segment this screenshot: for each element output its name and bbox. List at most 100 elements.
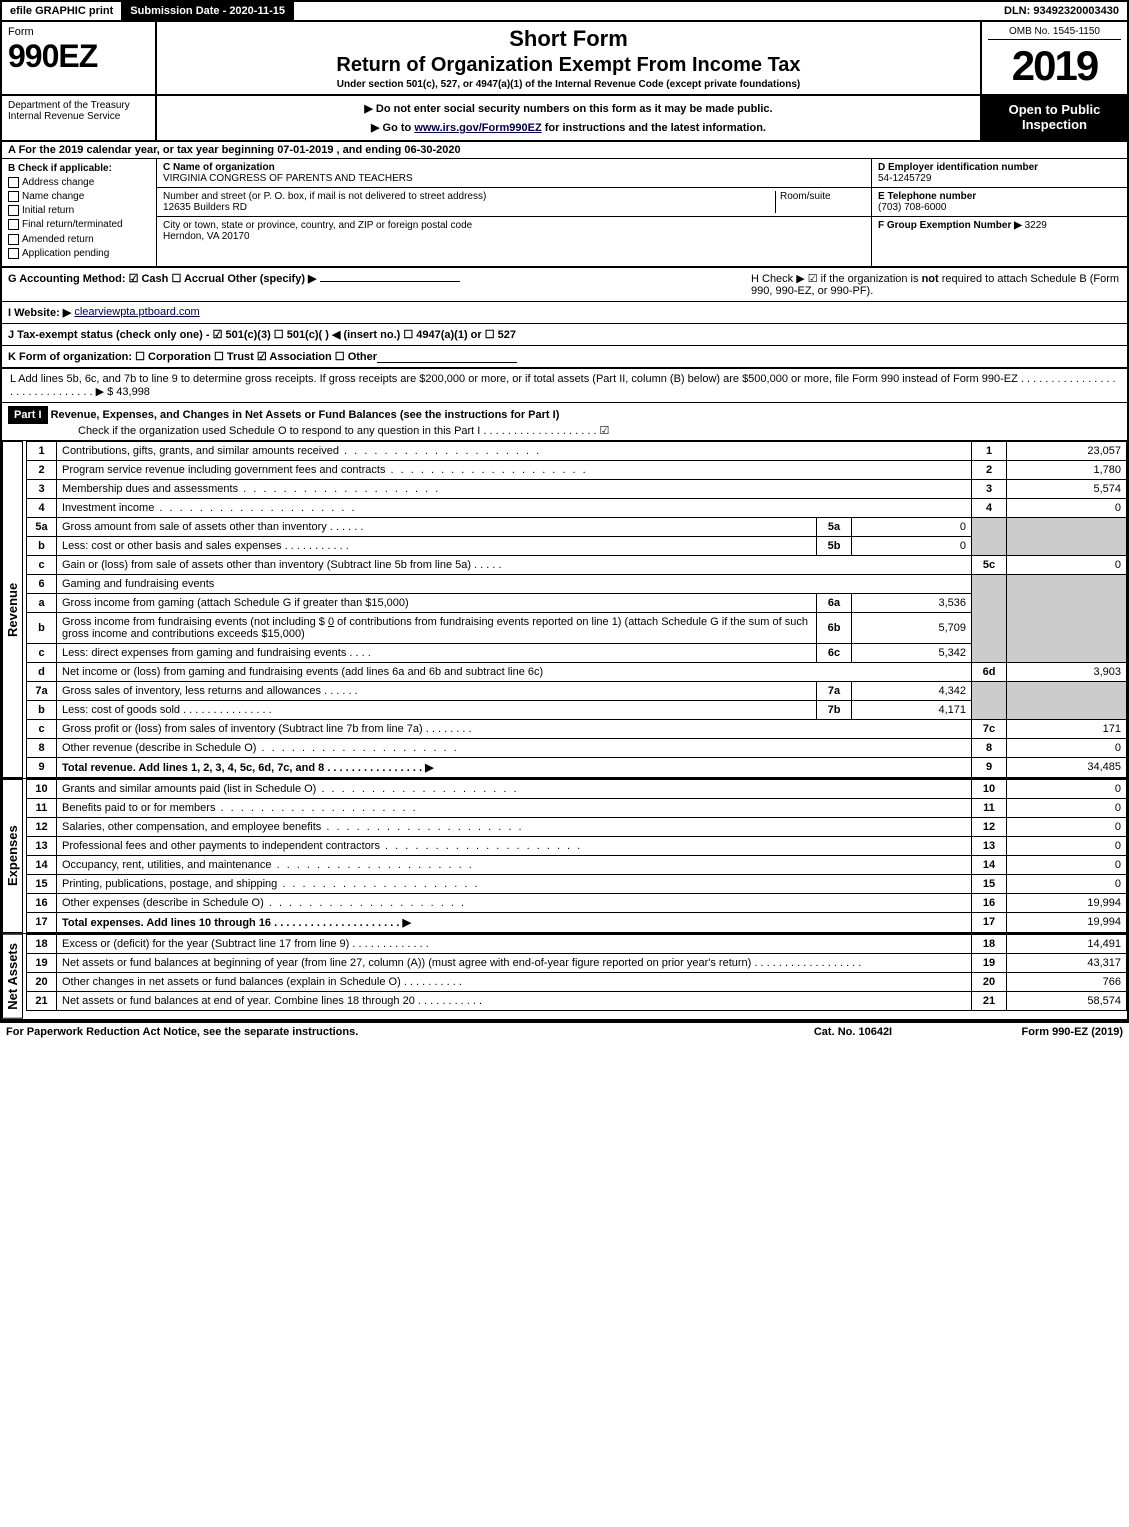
dept-treasury: Department of the Treasury (8, 100, 149, 111)
line-17: 17Total expenses. Add lines 10 through 1… (27, 912, 1127, 932)
open-public-inspection: Open to Public Inspection (982, 96, 1127, 140)
room-suite-label: Room/suite (780, 191, 831, 202)
line-j-status: J Tax-exempt status (check only one) - ☑… (8, 328, 516, 341)
goto-suffix: for instructions and the latest informat… (545, 122, 766, 134)
form-version: Form 990-EZ (2019) (943, 1026, 1123, 1038)
check-amended-return[interactable]: Amended return (8, 234, 150, 245)
revenue-block: Revenue 1Contributions, gifts, grants, a… (2, 441, 1127, 779)
line-3: 3Membership dues and assessments35,574 (27, 479, 1127, 498)
line-12: 12Salaries, other compensation, and empl… (27, 817, 1127, 836)
efile-print[interactable]: efile GRAPHIC print (2, 2, 122, 20)
box-b-title: B Check if applicable: (8, 163, 150, 174)
header-notes: Department of the Treasury Internal Reve… (2, 96, 1127, 142)
line-10: 10Grants and similar amounts paid (list … (27, 779, 1127, 798)
irs-form-link[interactable]: www.irs.gov/Form990EZ (414, 122, 541, 134)
submission-date: Submission Date - 2020-11-15 (122, 2, 294, 20)
row-i: I Website: ▶ clearviewpta.ptboard.com (2, 302, 1127, 324)
netassets-side-label: Net Assets (2, 934, 23, 1019)
row-g-h: G Accounting Method: ☑ Cash ☐ Accrual Ot… (2, 268, 1127, 302)
part-1-title: Revenue, Expenses, and Changes in Net As… (51, 409, 560, 421)
check-final-return[interactable]: Final return/terminated (8, 219, 150, 230)
website-link[interactable]: clearviewpta.ptboard.com (74, 306, 199, 319)
revenue-side-label: Revenue (2, 441, 23, 778)
check-address-change[interactable]: Address change (8, 177, 150, 188)
goto-prefix: ▶ Go to (371, 122, 414, 134)
line-a-tax-year: A For the 2019 calendar year, or tax yea… (2, 142, 1127, 159)
line-7b: bLess: cost of goods sold . . . . . . . … (27, 700, 1127, 719)
omb-number: OMB No. 1545-1150 (988, 26, 1121, 40)
line-h-pre: H Check ▶ ☑ if the organization is (751, 273, 922, 285)
line-18: 18Excess or (deficit) for the year (Subt… (27, 934, 1127, 953)
line-7a: 7aGross sales of inventory, less returns… (27, 681, 1127, 700)
line-15: 15Printing, publications, postage, and s… (27, 874, 1127, 893)
check-application-pending[interactable]: Application pending (8, 248, 150, 259)
telephone-value: (703) 708-6000 (878, 202, 946, 213)
irs-label: Internal Revenue Service (8, 111, 149, 122)
expenses-table: 10Grants and similar amounts paid (list … (26, 779, 1127, 933)
ein-value: 54-1245729 (878, 173, 931, 184)
line-4: 4Investment income40 (27, 498, 1127, 517)
line-l-value: $ 43,998 (107, 386, 150, 398)
city-state-zip: Herndon, VA 20170 (163, 231, 250, 242)
catalog-number: Cat. No. 10642I (763, 1026, 943, 1038)
check-name-change[interactable]: Name change (8, 191, 150, 202)
line-8: 8Other revenue (describe in Schedule O)8… (27, 738, 1127, 757)
box-c-label: C Name of organization (163, 162, 275, 173)
part-1-bar: Part I (8, 406, 48, 424)
line-6c: cLess: direct expenses from gaming and f… (27, 643, 1127, 662)
form-header: Form 990EZ Short Form Return of Organiza… (2, 22, 1127, 96)
check-initial-return[interactable]: Initial return (8, 205, 150, 216)
topbar: efile GRAPHIC print Submission Date - 20… (2, 2, 1127, 22)
row-j: J Tax-exempt status (check only one) - ☑… (2, 324, 1127, 346)
form-word: Form (8, 26, 149, 38)
form-title: Return of Organization Exempt From Incom… (163, 54, 974, 77)
line-5a: 5aGross amount from sale of assets other… (27, 517, 1127, 536)
revenue-table: 1Contributions, gifts, grants, and simil… (26, 441, 1127, 778)
line-7c: cGross profit or (loss) from sales of in… (27, 719, 1127, 738)
netassets-block: Net Assets 18Excess or (deficit) for the… (2, 934, 1127, 1021)
line-5b: bLess: cost or other basis and sales exp… (27, 536, 1127, 555)
ssn-warning: ▶ Do not enter social security numbers o… (163, 102, 974, 115)
line-6b: bGross income from fundraising events (n… (27, 612, 1127, 643)
line-6: 6Gaming and fundraising events (27, 574, 1127, 593)
part-1-check-note: Check if the organization used Schedule … (8, 425, 609, 437)
box-f-label: F Group Exemption Number ▶ (878, 220, 1022, 231)
city-label: City or town, state or province, country… (163, 220, 472, 231)
tax-year: 2019 (988, 42, 1121, 90)
line-16: 16Other expenses (describe in Schedule O… (27, 893, 1127, 912)
short-form-title: Short Form (163, 26, 974, 52)
line-9: 9Total revenue. Add lines 1, 2, 3, 4, 5c… (27, 757, 1127, 777)
org-name: VIRGINIA CONGRESS OF PARENTS AND TEACHER… (163, 173, 413, 184)
line-19: 19Net assets or fund balances at beginni… (27, 953, 1127, 972)
part-1-header: Part I Revenue, Expenses, and Changes in… (2, 403, 1127, 441)
box-d-label: D Employer identification number (878, 162, 1038, 173)
row-k: K Form of organization: ☐ Corporation ☐ … (2, 346, 1127, 369)
form-wrapper: efile GRAPHIC print Submission Date - 20… (0, 0, 1129, 1023)
netassets-table: 18Excess or (deficit) for the year (Subt… (26, 934, 1127, 1011)
group-exemption-value: 3229 (1025, 220, 1047, 231)
form-number: 990EZ (8, 38, 149, 75)
line-1: 1Contributions, gifts, grants, and simil… (27, 441, 1127, 460)
line-20: 20Other changes in net assets or fund ba… (27, 972, 1127, 991)
line-13: 13Professional fees and other payments t… (27, 836, 1127, 855)
dln-number: DLN: 93492320003430 (996, 2, 1127, 20)
street-label: Number and street (or P. O. box, if mail… (163, 191, 486, 202)
line-14: 14Occupancy, rent, utilities, and mainte… (27, 855, 1127, 874)
line-i-label: I Website: ▶ (8, 306, 71, 319)
line-g-accounting: G Accounting Method: ☑ Cash ☐ Accrual Ot… (8, 273, 317, 285)
line-l-text: L Add lines 5b, 6c, and 7b to line 9 to … (10, 373, 1116, 398)
line-11: 11Benefits paid to or for members110 (27, 798, 1127, 817)
form-subtitle: Under section 501(c), 527, or 4947(a)(1)… (163, 79, 974, 90)
line-6a: aGross income from gaming (attach Schedu… (27, 593, 1127, 612)
expenses-block: Expenses 10Grants and similar amounts pa… (2, 779, 1127, 934)
line-5c: cGain or (loss) from sale of assets othe… (27, 555, 1127, 574)
paperwork-notice: For Paperwork Reduction Act Notice, see … (6, 1026, 763, 1038)
line-21: 21Net assets or fund balances at end of … (27, 991, 1127, 1010)
box-e-label: E Telephone number (878, 191, 976, 202)
row-l: L Add lines 5b, 6c, and 7b to line 9 to … (2, 369, 1127, 403)
line-h-not: not (922, 273, 939, 285)
line-2: 2Program service revenue including gover… (27, 460, 1127, 479)
line-6d: dNet income or (loss) from gaming and fu… (27, 662, 1127, 681)
page-footer: For Paperwork Reduction Act Notice, see … (0, 1023, 1129, 1041)
entity-section: B Check if applicable: Address change Na… (2, 159, 1127, 268)
